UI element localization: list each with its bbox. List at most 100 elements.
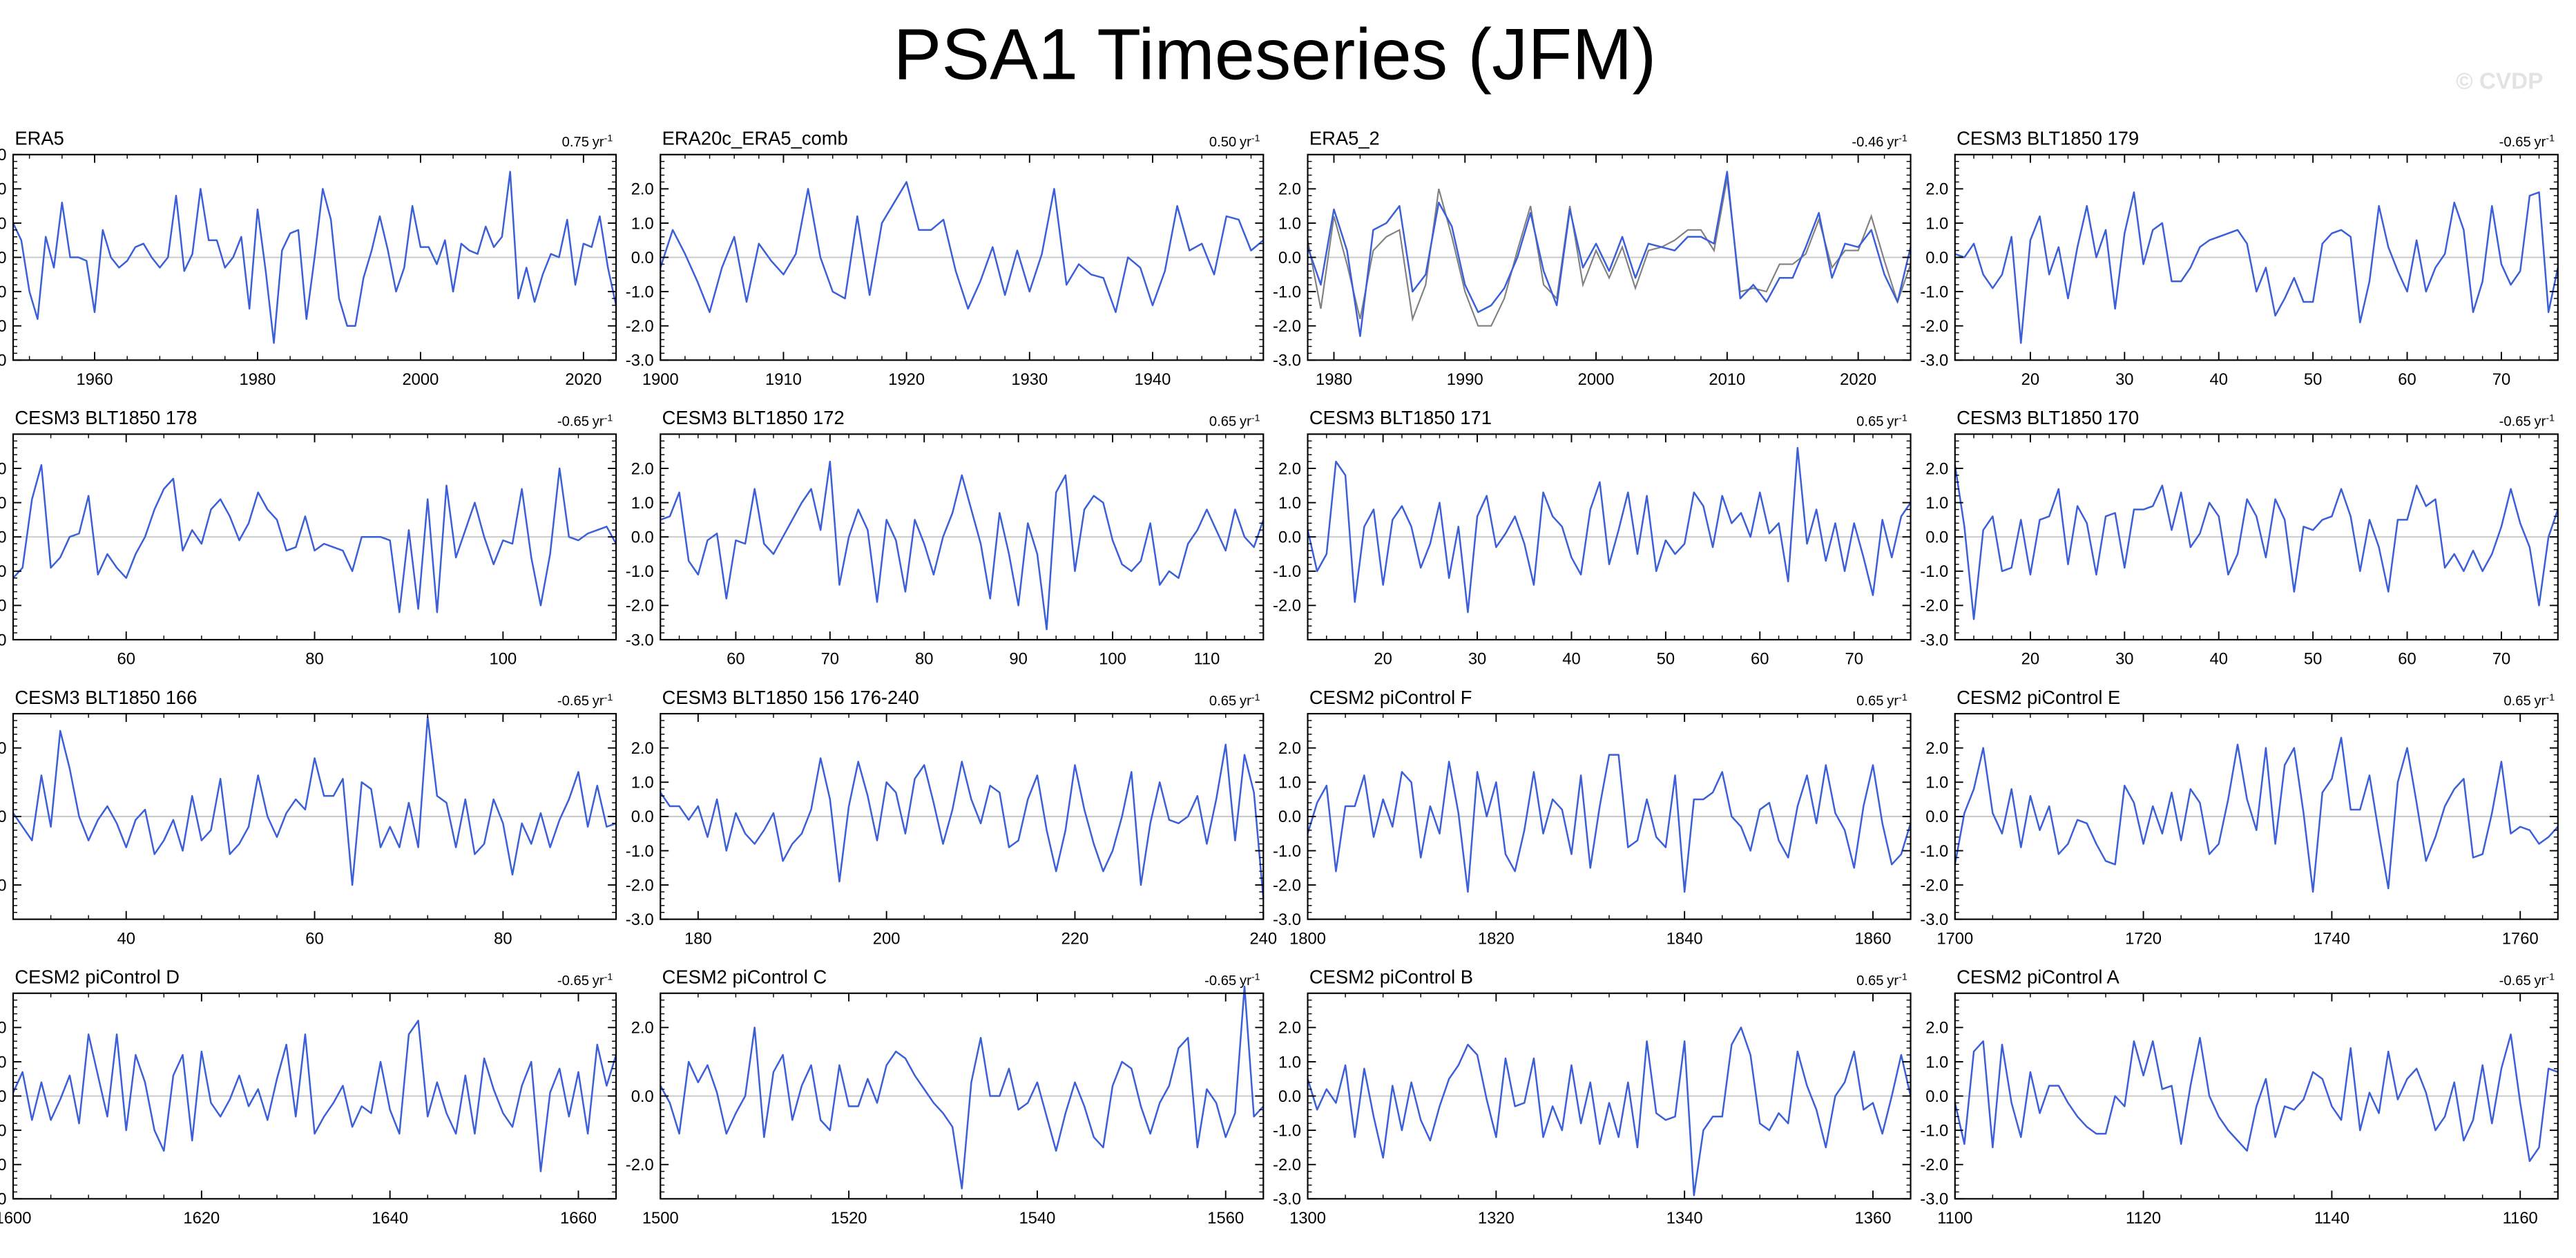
y-tick-label: 1.0 — [0, 1053, 7, 1071]
y-tick-label: 3.0 — [0, 146, 7, 164]
x-tick-label: 1640 — [372, 1209, 408, 1228]
trend-exponent: -1 — [604, 412, 613, 423]
y-tick-label: -1.0 — [1920, 842, 1948, 861]
y-tick-label: 1.0 — [1278, 214, 1301, 233]
trend-label: 0.65 yr-1 — [1856, 972, 1907, 989]
y-tick-label: 0.0 — [631, 1087, 654, 1106]
chart-panel: ERA5_2 -0.46 yr-1 2.0 1.0 0.0 -1.0 -2.0 -3.0 1980… — [1273, 127, 1912, 389]
trend-label: -0.46 yr-1 — [1852, 133, 1907, 150]
trend-exponent: -1 — [2546, 412, 2555, 423]
panel-title: CESM2 piControl C — [662, 966, 827, 987]
x-tick-label: 60 — [117, 650, 135, 669]
y-tick-label: 0.0 — [0, 808, 7, 826]
chart-panel: ERA20c_ERA5_comb 0.50 yr-1 2.0 1.0 0.0 -1.0 -2.… — [626, 127, 1265, 389]
trend-unit: yr — [2535, 973, 2546, 989]
x-tick-label: 1860 — [1855, 929, 1892, 948]
x-tick-label: 1980 — [1316, 370, 1352, 389]
trend-value: -0.46 — [1852, 135, 1883, 150]
trend-unit: yr — [2535, 694, 2546, 709]
series-line — [660, 460, 1265, 631]
x-tick-label: 90 — [1009, 650, 1027, 669]
trend-value: 0.65 — [1856, 414, 1883, 430]
y-tick-label: 0.0 — [0, 249, 7, 267]
y-tick-label: -2.0 — [0, 876, 7, 895]
x-tick-label: 1340 — [1666, 1209, 1703, 1228]
y-tick-label: 2.0 — [0, 459, 7, 478]
y-tick-label: -3.0 — [626, 631, 654, 649]
x-tick-label: 50 — [2304, 650, 2322, 669]
y-tick-label: -3.0 — [1920, 631, 1948, 649]
trend-label: 0.65 yr-1 — [2503, 692, 2555, 709]
panel-title: CESM2 piControl F — [1309, 687, 1472, 708]
y-tick-label: -2.0 — [0, 597, 7, 616]
panel-title: CESM2 piControl B — [1309, 966, 1473, 987]
plot-frame — [12, 433, 617, 641]
y-tick-label: -2.0 — [1273, 1156, 1301, 1174]
x-tick-label: 1520 — [831, 1209, 867, 1228]
x-tick-label: 1920 — [888, 370, 925, 389]
series-line — [12, 1020, 617, 1172]
chart-panel: CESM2 piControl A -0.65 yr-1 2.0 1.0 0.0 -1.0 -… — [1920, 966, 2559, 1228]
x-tick-label: 30 — [1468, 650, 1486, 669]
panel-title: ERA5_2 — [1309, 127, 1380, 149]
x-tick-label: 60 — [1751, 650, 1769, 669]
y-tick-label: -3.0 — [1273, 352, 1301, 370]
y-tick-label: 0.0 — [1278, 1087, 1301, 1106]
x-tick-label: 1760 — [2502, 929, 2539, 948]
y-tick-label: -2.0 — [1920, 317, 1948, 336]
x-tick-label: 1300 — [1289, 1209, 1326, 1228]
series-line — [1954, 464, 2559, 620]
y-tick-label: 2.0 — [1925, 1019, 1948, 1038]
x-tick-label: 1740 — [2314, 929, 2350, 948]
trend-unit: yr — [593, 135, 604, 150]
x-tick-label: 70 — [821, 650, 839, 669]
plot-frame — [660, 713, 1265, 920]
x-tick-label: 1620 — [183, 1209, 220, 1228]
y-tick-label: -1.0 — [1273, 842, 1301, 861]
series-line — [1307, 754, 1912, 893]
trend-exponent: -1 — [604, 692, 613, 703]
plot-frame — [1307, 992, 1912, 1200]
y-tick-label: -1.0 — [0, 1121, 7, 1140]
y-tick-label: 0.0 — [1925, 808, 1948, 826]
y-tick-label: -2.0 — [626, 597, 654, 616]
y-tick-label: -3.0 — [1920, 1190, 1948, 1209]
x-tick-label: 100 — [1099, 650, 1126, 669]
x-tick-label: 70 — [1845, 650, 1863, 669]
y-tick-label: 2.0 — [1925, 739, 1948, 758]
trend-exponent: -1 — [1899, 972, 1907, 983]
y-tick-label: -1.0 — [626, 562, 654, 581]
y-tick-label: -1.0 — [1273, 562, 1301, 581]
x-tick-label: 50 — [1657, 650, 1675, 669]
panel-title: CESM3 BLT1850 171 — [1309, 407, 1492, 428]
y-tick-label: 2.0 — [631, 180, 654, 199]
trend-exponent: -1 — [1251, 692, 1260, 703]
trend-label: -0.65 yr-1 — [1204, 972, 1260, 989]
y-tick-label: -3.0 — [0, 1190, 7, 1209]
panel-title: CESM2 piControl E — [1957, 687, 2120, 708]
trend-value: 0.65 — [2503, 694, 2530, 709]
trend-unit: yr — [1887, 694, 1899, 709]
x-tick-label: 220 — [1061, 929, 1089, 948]
trend-value: -0.65 — [557, 414, 589, 430]
trend-label: -0.65 yr-1 — [557, 972, 613, 989]
trend-label: 0.65 yr-1 — [1856, 412, 1907, 429]
y-tick-label: 0.0 — [1925, 1087, 1948, 1106]
chart-panel: CESM2 piControl F 0.65 yr-1 2.0 1.0 0.0 -1.0 -2… — [1273, 687, 1912, 948]
plot-frame — [12, 153, 617, 361]
trend-label: 0.65 yr-1 — [1209, 412, 1260, 429]
y-tick-label: -3.0 — [1273, 1190, 1301, 1209]
y-tick-label: 1.0 — [1925, 494, 1948, 513]
trend-exponent: -1 — [2546, 972, 2555, 983]
x-tick-label: 1120 — [2126, 1209, 2161, 1228]
trend-exponent: -1 — [604, 972, 613, 983]
trend-unit: yr — [593, 694, 604, 709]
y-tick-label: -2.0 — [1273, 876, 1301, 895]
plot-frame — [12, 992, 617, 1200]
series-line — [1307, 447, 1912, 613]
y-tick-label: 0.0 — [631, 249, 654, 267]
trend-value: 0.65 — [1209, 414, 1236, 430]
x-tick-label: 60 — [305, 929, 323, 948]
